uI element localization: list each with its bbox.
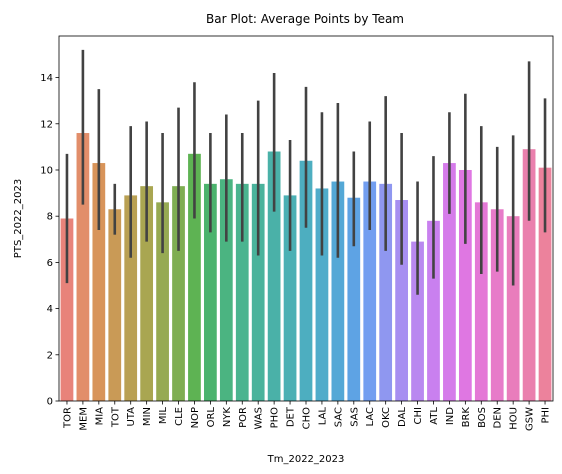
x-tick-label-tor: TOR: [62, 407, 73, 429]
bar-nop: [188, 153, 201, 401]
bar-hou: [506, 216, 520, 401]
bar-mia: [92, 163, 106, 401]
bar-okc: [379, 183, 393, 401]
bar-cle: [172, 186, 185, 401]
x-tick-label-por: POR: [238, 407, 249, 428]
y-tick-label-2: 2: [47, 350, 53, 361]
bar-phi: [538, 167, 552, 401]
x-tick-label-uta: UTA: [126, 407, 137, 427]
x-tick-label-phi: PHI: [541, 407, 552, 424]
x-tick-label-cho: CHO: [302, 407, 313, 430]
y-tick-label-14: 14: [40, 73, 53, 84]
bar-nyk: [219, 179, 233, 401]
bar-orl: [204, 183, 217, 401]
x-tick-label-tot: TOT: [110, 406, 121, 428]
bar-atl: [427, 220, 440, 401]
y-tick-label-10: 10: [40, 165, 53, 176]
x-tick-label-nyk: NYK: [222, 407, 233, 428]
bar-cho: [299, 160, 313, 401]
bar-por: [235, 183, 249, 401]
x-tick-label-mil: MIL: [158, 407, 169, 425]
x-tick-label-sac: SAC: [333, 407, 344, 427]
x-tick-label-cle: CLE: [174, 407, 185, 426]
bar-det: [283, 195, 297, 401]
bar-tor: [60, 218, 74, 401]
x-tick-label-okc: OKC: [381, 407, 392, 428]
x-tick-label-was: WAS: [254, 407, 265, 430]
x-tick-label-mem: MEM: [78, 407, 89, 431]
bar-min: [140, 186, 154, 401]
error-bars-group: [65, 49, 547, 295]
x-tick-label-bos: BOS: [477, 407, 488, 428]
x-tick-label-brk: BRK: [461, 407, 472, 428]
x-tick-label-min: MIN: [142, 407, 153, 426]
x-tick-label-gsw: GSW: [525, 407, 536, 431]
x-axis-label: Tm_2022_2023: [267, 454, 345, 465]
y-tick-label-0: 0: [47, 397, 53, 408]
bar-pho: [267, 151, 281, 401]
bar-ind: [443, 163, 456, 401]
y-tick-label-12: 12: [40, 119, 53, 130]
x-tick-label-nop: NOP: [190, 407, 201, 428]
y-tick-label-4: 4: [47, 304, 53, 315]
bars-group: [60, 133, 552, 401]
bar-was: [251, 183, 265, 401]
plot-frame: [58, 35, 554, 402]
bar-tot: [108, 209, 122, 401]
x-axis: TOR MEM MIA TOT UTA MIN MIL CLE NOP ORL NYK POR WAS P…: [62, 401, 552, 431]
bar-mil: [156, 202, 169, 401]
x-tick-label-atl: ATL: [429, 407, 440, 425]
x-tick-label-sas: SAS: [349, 407, 360, 427]
x-tick-label-pho: PHO: [270, 407, 281, 429]
bar-sac: [331, 181, 345, 401]
x-tick-label-det: DET: [286, 406, 297, 427]
bar-lal: [315, 188, 329, 401]
bar-chi: [411, 241, 424, 401]
bar-sas: [347, 197, 361, 401]
x-tick-label-orl: ORL: [206, 407, 217, 428]
y-axis: 0 2 4 6 8 10 12 14: [40, 73, 59, 408]
bar-dal: [395, 200, 408, 401]
x-tick-label-chi: CHI: [413, 407, 424, 424]
y-tick-label-8: 8: [47, 212, 53, 223]
chart-title: Bar Plot: Average Points by Team: [206, 12, 404, 26]
x-tick-label-dal: DAL: [397, 407, 408, 427]
bar-uta: [124, 195, 138, 401]
x-tick-label-lac: LAC: [365, 407, 376, 426]
bar-lac: [363, 181, 377, 401]
y-axis-label: PTS_2022_2023: [13, 179, 24, 258]
y-tick-label-6: 6: [47, 258, 53, 269]
x-tick-label-lal: LAL: [317, 407, 328, 426]
x-tick-label-ind: IND: [445, 407, 456, 425]
bar-brk: [458, 169, 472, 401]
bar-bos: [474, 202, 488, 401]
bar-mem: [76, 133, 90, 401]
x-tick-label-den: DEN: [493, 407, 504, 429]
bar-gsw: [522, 149, 536, 401]
bar-den: [490, 209, 504, 401]
x-tick-label-mia: MIA: [94, 407, 105, 426]
x-tick-label-hou: HOU: [509, 407, 520, 430]
